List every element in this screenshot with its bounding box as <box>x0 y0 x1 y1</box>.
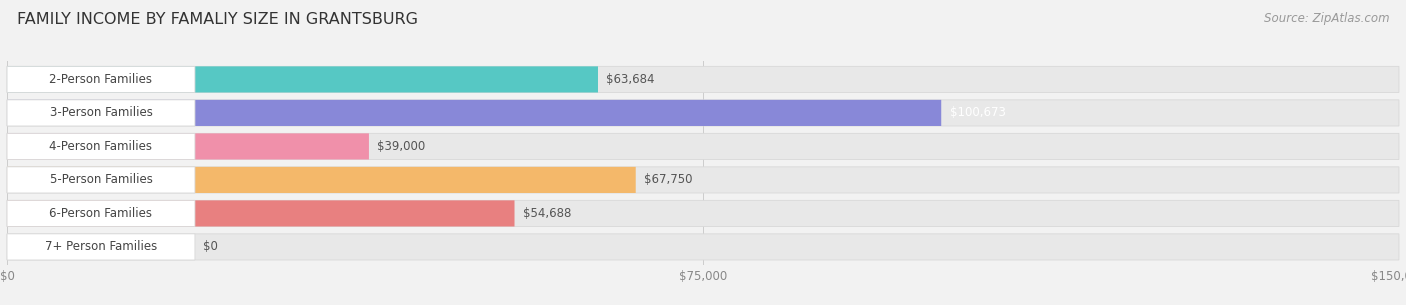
FancyBboxPatch shape <box>7 200 195 227</box>
FancyBboxPatch shape <box>7 167 195 193</box>
FancyBboxPatch shape <box>7 66 598 92</box>
FancyBboxPatch shape <box>7 100 1399 126</box>
Text: 5-Person Families: 5-Person Families <box>49 174 152 186</box>
FancyBboxPatch shape <box>7 200 1399 227</box>
FancyBboxPatch shape <box>7 234 1399 260</box>
Text: $100,673: $100,673 <box>949 106 1005 120</box>
FancyBboxPatch shape <box>7 234 195 260</box>
Text: 2-Person Families: 2-Person Families <box>49 73 152 86</box>
Text: $39,000: $39,000 <box>377 140 426 153</box>
FancyBboxPatch shape <box>7 66 195 92</box>
Text: FAMILY INCOME BY FAMALIY SIZE IN GRANTSBURG: FAMILY INCOME BY FAMALIY SIZE IN GRANTSB… <box>17 12 418 27</box>
Text: $54,688: $54,688 <box>523 207 571 220</box>
FancyBboxPatch shape <box>7 167 1399 193</box>
FancyBboxPatch shape <box>7 200 515 227</box>
Text: $63,684: $63,684 <box>606 73 655 86</box>
FancyBboxPatch shape <box>7 133 368 160</box>
Text: $67,750: $67,750 <box>644 174 693 186</box>
Text: 3-Person Families: 3-Person Families <box>49 106 152 120</box>
FancyBboxPatch shape <box>7 66 1399 92</box>
Text: 4-Person Families: 4-Person Families <box>49 140 152 153</box>
FancyBboxPatch shape <box>7 133 1399 160</box>
FancyBboxPatch shape <box>7 100 941 126</box>
FancyBboxPatch shape <box>7 100 195 126</box>
FancyBboxPatch shape <box>7 133 195 160</box>
FancyBboxPatch shape <box>7 167 636 193</box>
Text: 6-Person Families: 6-Person Families <box>49 207 152 220</box>
Text: 7+ Person Families: 7+ Person Families <box>45 240 157 253</box>
Text: $0: $0 <box>204 240 218 253</box>
Text: Source: ZipAtlas.com: Source: ZipAtlas.com <box>1264 12 1389 25</box>
